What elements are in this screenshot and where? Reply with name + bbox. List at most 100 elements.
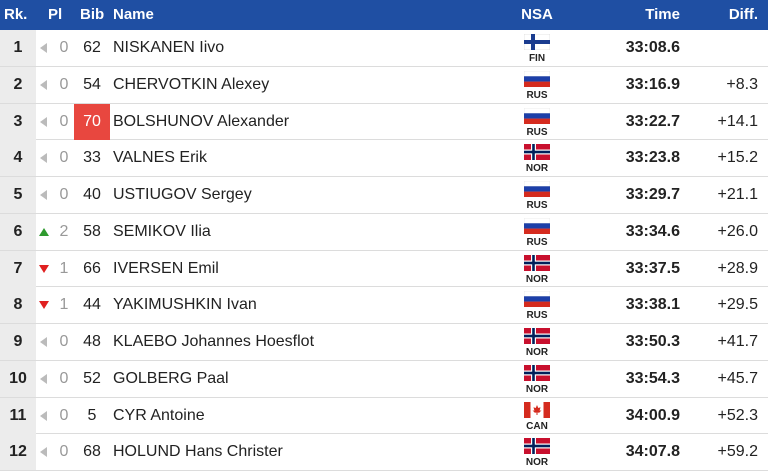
bib: 40	[83, 186, 101, 203]
rank: 3	[13, 112, 23, 130]
time-diff: +45.7	[717, 369, 758, 387]
result-row: 10 0 52 GOLBERG Paal NOR 33:54.3 +45.7	[0, 360, 768, 398]
athlete-name: KLAEBO Johannes Hoesflot	[113, 333, 315, 350]
trend-arrow	[40, 337, 47, 347]
time: 34:00.9	[625, 406, 680, 424]
country-code: NOR	[525, 457, 549, 469]
rank: 6	[13, 222, 23, 240]
country-flag	[524, 70, 550, 87]
place-change: 0	[59, 333, 69, 350]
country-flag	[524, 401, 550, 418]
rank-cell	[0, 177, 36, 213]
place-change: 0	[59, 369, 69, 387]
time-diff: +15.2	[717, 149, 758, 167]
place-change: 0	[59, 149, 69, 167]
trend-arrow	[40, 116, 47, 127]
athlete-name: GOLBERG Paal	[113, 369, 229, 387]
time: 33:38.1	[625, 296, 680, 314]
country-code: NOR	[525, 383, 549, 395]
athlete-name: IVERSEN Emil	[113, 259, 219, 277]
rank: 9	[13, 333, 23, 350]
time-diff: +28.9	[717, 259, 758, 277]
bib: 54	[83, 75, 101, 93]
time: 33:37.5	[625, 259, 680, 277]
time: 33:16.9	[625, 75, 680, 93]
time: 33:08.6	[625, 39, 680, 56]
rank-cell	[0, 324, 36, 360]
rank-cell	[0, 250, 36, 287]
result-row: 7 1 66 IVERSEN Emil NOR 33:37.5 +28.9	[0, 250, 768, 288]
trend-arrow	[40, 373, 47, 384]
time-diff: +26.0	[717, 222, 758, 240]
time: 34:07.8	[625, 443, 680, 461]
result-row: 4 0 33 VALNES Erik NOR 33:23.8 +15.2	[0, 140, 768, 177]
rank-cell	[0, 30, 36, 66]
time-diff: +29.5	[717, 296, 758, 314]
place-change: 0	[59, 75, 69, 93]
rank: 2	[13, 75, 23, 93]
athlete-name: CHERVOTKIN Alexey	[113, 75, 270, 93]
bib: 52	[83, 369, 101, 387]
time-diff: +8.3	[726, 75, 758, 93]
country-code: NOR	[525, 273, 549, 285]
time-diff: +59.2	[717, 443, 758, 461]
place-change: 0	[59, 443, 69, 461]
place-change: 2	[59, 222, 69, 240]
trend-arrow	[39, 227, 49, 236]
time-diff: +52.3	[717, 406, 758, 424]
place-change: 0	[59, 186, 69, 203]
rank-cell	[0, 360, 36, 397]
time: 33:54.3	[625, 369, 680, 387]
result-row: 9 0 48 KLAEBO Johannes Hoesflot NOR 33:50.3 +4…	[0, 324, 768, 361]
header-bib: Bib	[80, 6, 105, 23]
country-code: CAN	[526, 420, 548, 432]
rank: 1	[13, 39, 23, 56]
bib: 33	[83, 149, 101, 167]
bib: 70	[74, 103, 110, 140]
time: 33:50.3	[625, 333, 680, 350]
trend-arrow	[40, 79, 47, 90]
place-change: 0	[59, 112, 69, 130]
trend-arrow	[39, 264, 49, 273]
rank: 11	[9, 406, 27, 424]
trend-arrow	[40, 153, 47, 164]
rank: 8	[13, 296, 23, 314]
athlete-name: CYR Antoine	[113, 406, 205, 424]
time-diff: +14.1	[717, 112, 758, 130]
result-row: 2 0 54 CHERVOTKIN Alexey RUS 33:16.9 +8.3	[0, 66, 768, 104]
trend-arrow	[40, 447, 47, 458]
trend-arrow	[40, 43, 47, 53]
athlete-name: USTIUGOV Sergey	[113, 186, 252, 203]
rank: 12	[9, 443, 27, 461]
bib: 58	[83, 222, 101, 240]
rank: 4	[13, 149, 23, 167]
rank-cell	[0, 287, 36, 324]
trend-arrow	[39, 301, 49, 310]
time: 33:29.7	[625, 186, 680, 203]
place-change: 0	[59, 406, 69, 424]
trend-arrow	[40, 190, 47, 200]
country-flag	[524, 144, 550, 161]
athlete-name: BOLSHUNOV Alexander	[113, 112, 290, 130]
place-change: 1	[59, 296, 69, 314]
country-code: RUS	[526, 236, 548, 248]
rank-cell	[0, 213, 36, 250]
country-flag	[524, 438, 550, 455]
rank: 5	[13, 186, 23, 203]
country-flag	[524, 254, 550, 271]
header-rank: Rk.	[4, 6, 28, 23]
result-row: 1 0 62 NISKANEN Iivo FIN 33:08.6	[0, 30, 768, 67]
rank-cell	[0, 66, 36, 103]
country-code: RUS	[526, 126, 548, 138]
result-row: 8 1 44 YAKIMUSHKIN Ivan RUS 33:38.1 +29.5	[0, 287, 768, 324]
athlete-name: SEMIKOV Ilia	[113, 222, 211, 240]
table-header: Rk. Pl Bib Name NSA Time Diff.	[0, 0, 768, 30]
country-flag	[524, 364, 550, 381]
country-code: RUS	[526, 89, 548, 101]
rank-cell	[0, 397, 36, 434]
athlete-name: NISKANEN Iivo	[113, 39, 225, 56]
bib: 62	[83, 39, 101, 56]
rank-cell	[0, 434, 36, 471]
time: 33:22.7	[625, 112, 680, 130]
